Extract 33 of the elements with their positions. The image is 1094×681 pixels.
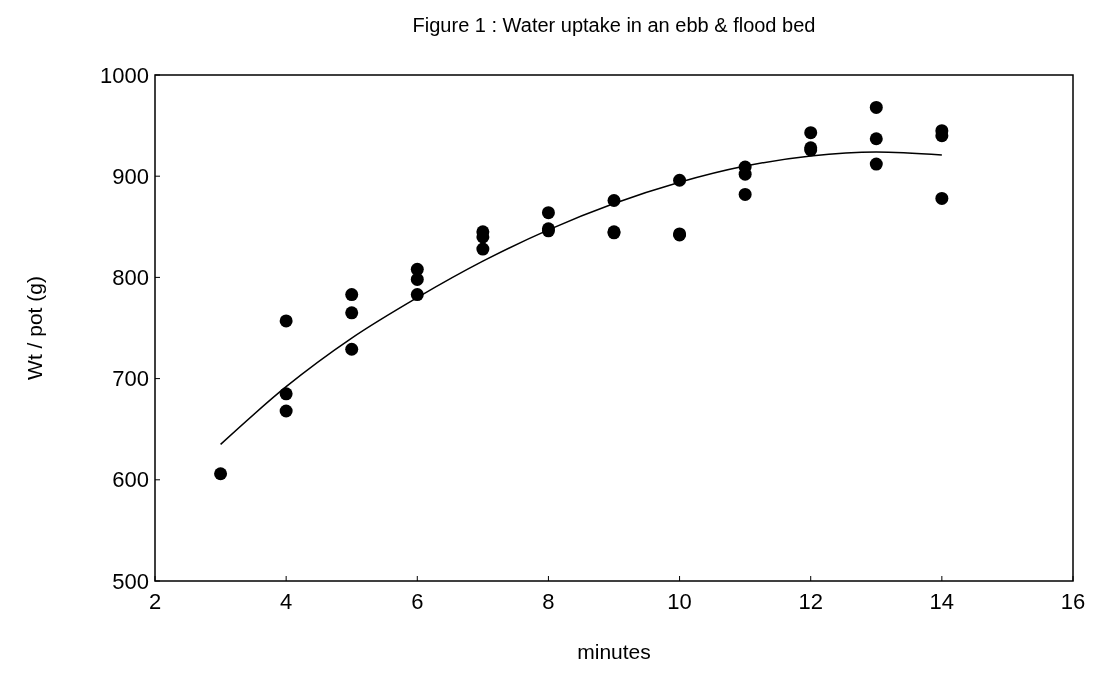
x-tick-label: 2 bbox=[148, 589, 162, 614]
y-tick-label: 700 bbox=[112, 366, 149, 392]
point bbox=[214, 467, 228, 481]
point bbox=[869, 132, 883, 146]
point bbox=[279, 387, 293, 401]
point bbox=[935, 191, 949, 205]
point bbox=[738, 187, 752, 201]
point bbox=[869, 157, 883, 171]
y-tick-label: 900 bbox=[112, 163, 149, 189]
point bbox=[345, 288, 359, 302]
x-tick-label: 10 bbox=[667, 589, 692, 614]
point bbox=[476, 242, 490, 256]
point bbox=[804, 126, 818, 140]
x-tick-label: 8 bbox=[542, 589, 555, 614]
point bbox=[869, 100, 883, 114]
x-tick-label: 12 bbox=[798, 589, 823, 614]
point bbox=[279, 404, 293, 418]
y-tick-label: 500 bbox=[112, 568, 149, 594]
y-tick-label: 800 bbox=[112, 264, 149, 290]
y-axis-title: Wt / pot (g) bbox=[23, 276, 46, 380]
point bbox=[279, 314, 293, 328]
x-axis-title: minutes bbox=[577, 640, 651, 663]
y-tick-label: 1000 bbox=[100, 62, 149, 88]
chart-title: Figure 1 : Water uptake in an ebb & flood bed bbox=[412, 14, 816, 36]
x-tick-label: 16 bbox=[1060, 589, 1086, 614]
point bbox=[541, 206, 555, 220]
y-tick-label: 600 bbox=[112, 467, 149, 493]
x-tick-label: 4 bbox=[280, 589, 293, 614]
point bbox=[345, 342, 359, 356]
point bbox=[345, 306, 359, 320]
point bbox=[410, 272, 424, 286]
x-tick-label: 6 bbox=[411, 589, 424, 614]
x-tick-label: 14 bbox=[929, 589, 955, 614]
